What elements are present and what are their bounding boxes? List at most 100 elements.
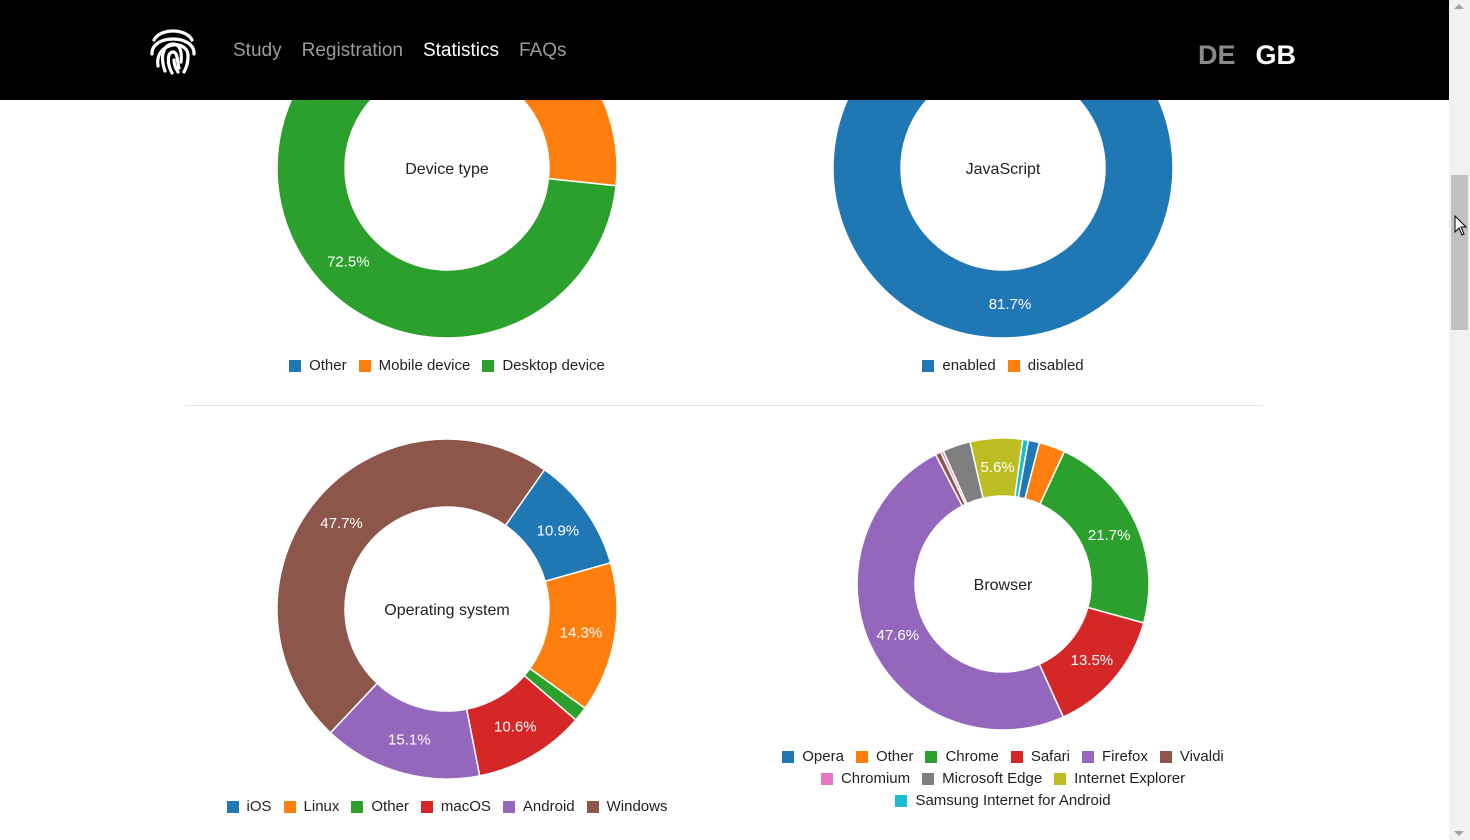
legend-swatch [289,360,302,372]
fingerprint-logo-icon[interactable] [148,24,198,76]
chart-title-browser: Browser [974,577,1033,594]
operating-system-donut-chart: 10.9% 14.3% 10.6% 15.1% 47.7% Operating syste… [276,438,618,780]
legend-label: Vivaldi [1179,748,1224,765]
legend-label: iOS [246,798,272,815]
slice-label-enabled: 81.7% [989,296,1032,313]
operating-system-panel: 10.9% 14.3% 10.6% 15.1% 47.7% Operating syste… [187,420,707,840]
legend-item-other[interactable]: Other [351,799,409,815]
legend-item-microsoft-edge[interactable]: Microsoft Edge [922,771,1042,787]
slice-windows[interactable] [211,372,546,747]
scrollbar-thumb[interactable] [1451,175,1468,330]
legend-swatch [855,751,868,763]
browser-panel: 21.7% 13.5% 47.6% 5.6% Browser Opera Other Chr… [743,420,1263,840]
section-divider [185,405,1263,406]
legend-label: macOS [440,798,491,815]
legend-item-ios[interactable]: iOS [226,798,272,815]
legend-item-vivaldi[interactable]: Vivaldi [1159,748,1224,765]
legend-item-safari[interactable]: Safari [1010,748,1070,765]
legend-label: Android [522,798,575,815]
legend-item-linux[interactable]: Linux [283,798,340,815]
language-switcher: DE GB [1198,40,1296,71]
language-de-button[interactable]: DE [1198,40,1236,70]
chart-title-os: Operating system [384,602,509,619]
legend-swatch [502,801,515,813]
slice-label-android: 15.1% [388,732,431,749]
legend-swatch [283,801,296,813]
legend-item-firefox[interactable]: Firefox [1082,749,1148,765]
legend-item-other[interactable]: Other [855,748,914,765]
slice-label-chrome: 21.7% [1088,527,1131,544]
slice-label-linux: 14.3% [560,625,603,642]
javascript-legend: enabled disabled [743,358,1263,374]
legend-label: Firefox [1102,748,1148,765]
legend-swatch [895,795,908,807]
page-scrollbar[interactable] [1449,0,1470,840]
slice-samsung-internet-for-android[interactable] [1013,438,1030,499]
legend-swatch [1007,360,1020,372]
chart-title-device: Device type [405,161,489,178]
slice-firefox[interactable] [834,445,1104,742]
language-gb-button[interactable]: GB [1255,40,1297,70]
legend-swatch [820,773,833,785]
slice-label-firefox: 47.6% [877,627,920,644]
legend-swatch [782,751,795,763]
legend-label: Windows [606,798,668,815]
legend-swatch [1159,751,1172,763]
slice-label-windows: 47.7% [320,515,363,532]
legend-swatch [1054,773,1067,785]
legend-label: Other [371,798,409,815]
legend-item-internet-explorer[interactable]: Internet Explorer [1054,771,1185,787]
nav-study-link[interactable]: Study [233,40,282,61]
slice-label-ios: 10.9% [537,522,580,539]
legend-label: Safari [1030,748,1070,765]
legend-item-samsung-internet-for-android[interactable]: Samsung Internet for Android [895,793,1111,809]
legend-label: Other [875,748,914,765]
top-navbar: Study Registration Statistics FAQs DE GB [0,0,1449,100]
scroll-down-arrow-icon[interactable] [1454,831,1464,836]
legend-item-macos[interactable]: macOS [420,798,491,815]
legend-item-chrome[interactable]: Chrome [925,748,999,765]
legend-label: Chrome [945,748,999,765]
legend-swatch [925,751,938,763]
mouse-cursor-icon [1454,215,1468,236]
legend-swatch [358,360,371,372]
legend-swatch [1010,751,1023,763]
nav-statistics-link[interactable]: Statistics [422,40,500,61]
legend-label: Mobile device [378,357,471,374]
legend-item-disabled[interactable]: disabled [1007,357,1084,374]
legend-swatch [1082,751,1094,763]
legend-swatch [586,801,599,813]
legend-label: enabled [942,357,996,374]
legend-label: Internet Explorer [1074,770,1186,787]
legend-label: Linux [303,798,340,815]
legend-item-desktop-device[interactable]: Desktop device [482,358,605,374]
legend-swatch [482,360,495,372]
legend-swatch [226,801,239,813]
device-type-legend: Other Mobile device Desktop device [187,358,707,374]
legend-label: Chromium [840,770,911,787]
legend-item-windows[interactable]: Windows [586,798,668,815]
legend-item-chromium[interactable]: Chromium [820,770,911,787]
legend-swatch [351,801,364,813]
nav-registration-link[interactable]: Registration [301,40,403,61]
browser-donut-chart: 21.7% 13.5% 47.6% 5.6% Browser [834,437,1171,742]
legend-item-mobile-device[interactable]: Mobile device [358,357,471,374]
legend-item-other[interactable]: Other [289,358,347,374]
legend-label: Microsoft Edge [942,770,1043,787]
chart-title-javascript: JavaScript [966,161,1041,178]
legend-label: Desktop device [502,357,605,374]
legend-label: disabled [1027,357,1084,374]
legend-label: Opera [802,748,844,765]
main-nav: Study Registration Statistics FAQs [233,40,567,62]
legend-swatch [922,360,935,372]
legend-item-android[interactable]: Android [502,798,575,815]
browser-legend: Opera Other Chrome Safari Firefox Vivaldi Chro… [763,749,1243,809]
nav-faqs-link[interactable]: FAQs [519,40,567,61]
legend-item-enabled[interactable]: enabled [922,357,996,374]
slice-chrome[interactable] [1023,449,1171,624]
scroll-up-arrow-icon[interactable] [1454,4,1464,9]
operating-system-legend: iOS Linux Other macOS Android Windows [187,799,707,815]
legend-item-opera[interactable]: Opera [782,749,844,765]
legend-swatch [922,773,935,785]
